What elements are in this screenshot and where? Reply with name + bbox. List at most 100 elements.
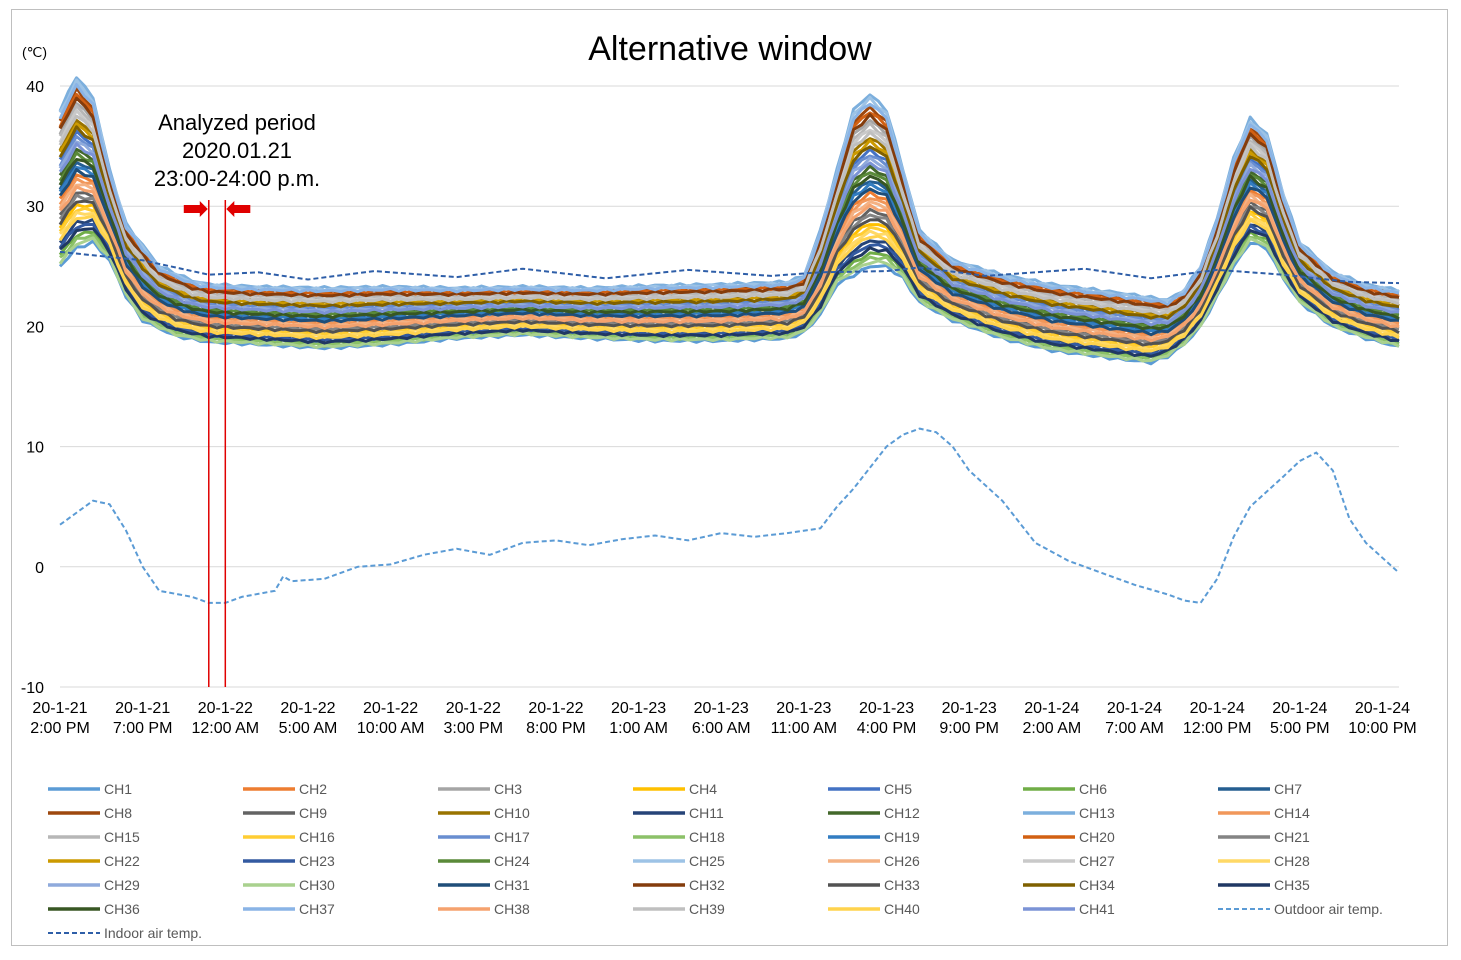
legend-label: CH10 (494, 805, 530, 821)
outdoor-air-temp-series (59, 427, 1400, 604)
y-axis-unit-label: (℃) (22, 44, 47, 60)
legend-item: CH25 (633, 853, 725, 869)
legend-label: CH40 (884, 901, 920, 917)
legend-item: CH15 (48, 829, 140, 845)
legend-item: CH33 (828, 877, 920, 893)
legend-item: CH31 (438, 877, 530, 893)
x-tick-label: 20-1-23 9:00 PM (939, 700, 999, 737)
legend-label: CH27 (1079, 853, 1115, 869)
legend-item: CH41 (1023, 901, 1115, 917)
legend-item: CH16 (243, 829, 335, 845)
legend-label: CH34 (1079, 877, 1115, 893)
x-tick-label: 20-1-22 3:00 PM (443, 700, 503, 737)
legend-item: CH27 (1023, 853, 1115, 869)
series-line-ch39 (58, 114, 1400, 316)
legend-label: CH30 (299, 877, 335, 893)
y-tick-label: -10 (21, 680, 44, 697)
x-tick-label: 20-1-24 5:00 PM (1270, 700, 1330, 737)
legend-item: CH4 (633, 781, 717, 797)
legend-label: CH41 (1079, 901, 1115, 917)
x-tick-label: 20-1-22 8:00 PM (526, 700, 586, 737)
legend-item: CH24 (438, 853, 530, 869)
legend-item: CH28 (1218, 853, 1310, 869)
legend-item: Indoor air temp. (48, 925, 202, 941)
legend-label: CH16 (299, 829, 335, 845)
x-tick-label: 20-1-23 11:00 AM (771, 700, 837, 737)
legend-label: Outdoor air temp. (1274, 901, 1383, 917)
series-line-outdoor-air-temp (59, 427, 1400, 604)
legend-label: CH20 (1079, 829, 1115, 845)
legend-label: CH35 (1274, 877, 1310, 893)
legend-label: CH4 (689, 781, 717, 797)
legend-label: CH12 (884, 805, 920, 821)
legend-item: CH9 (243, 805, 327, 821)
legend-label: Indoor air temp. (104, 925, 202, 941)
legend-label: CH25 (689, 853, 725, 869)
analyzed-period-annotation: Analyzed period 2020.01.21 23:00-24:00 p.m… (154, 110, 320, 687)
legend-item: CH1 (48, 781, 132, 797)
x-tick-label: 20-1-24 2:00 AM (1023, 700, 1082, 737)
legend-label: CH37 (299, 901, 335, 917)
legend-item: CH11 (633, 805, 724, 821)
y-tick-label: 20 (26, 319, 44, 336)
x-tick-label: 20-1-23 6:00 AM (692, 700, 751, 737)
series-line-ch34 (58, 125, 1400, 320)
legend-label: CH15 (104, 829, 140, 845)
series-line-indoor-air-temp (59, 250, 1400, 285)
legend-label: CH14 (1274, 805, 1310, 821)
legend-label: CH7 (1274, 781, 1302, 797)
left-arrow-icon (226, 201, 251, 217)
series-line-ch36 (58, 158, 1400, 331)
legend-item: CH39 (633, 901, 725, 917)
legend-item: CH34 (1023, 877, 1115, 893)
legend-item: CH17 (438, 829, 530, 845)
legend-item: CH10 (438, 805, 530, 821)
legend-label: CH18 (689, 829, 725, 845)
legend-label: CH31 (494, 877, 530, 893)
legend-item: CH12 (828, 805, 920, 821)
series-line-ch37 (58, 83, 1400, 306)
x-tick-label: 20-1-21 2:00 PM (30, 700, 90, 737)
legend-item: CH35 (1218, 877, 1310, 893)
series-line-ch33 (58, 199, 1400, 347)
x-tick-label: 20-1-21 7:00 PM (113, 700, 173, 737)
legend-label: CH38 (494, 901, 530, 917)
legend-label: CH36 (104, 901, 140, 917)
x-tick-label: 20-1-24 12:00 PM (1183, 700, 1251, 737)
series-line-ch35 (59, 227, 1400, 358)
legend-item: CH32 (633, 877, 725, 893)
legend-item: CH3 (438, 781, 522, 797)
legend-label: CH3 (494, 781, 522, 797)
legend-item: CH36 (48, 901, 140, 917)
legend-item: CH38 (438, 901, 530, 917)
legend-item: CH8 (48, 805, 132, 821)
legend-item: CH2 (243, 781, 327, 797)
legend-label: CH32 (689, 877, 725, 893)
legend-item: CH19 (828, 829, 920, 845)
legend-label: CH24 (494, 853, 530, 869)
legend-label: CH21 (1274, 829, 1310, 845)
legend-item: CH13 (1023, 805, 1115, 821)
series-line-ch31 (58, 168, 1400, 337)
legend-item: CH29 (48, 877, 140, 893)
indoor-air-temp-series (59, 250, 1400, 285)
x-tick-label: 20-1-23 1:00 AM (609, 700, 668, 737)
legend-label: CH19 (884, 829, 920, 845)
annotation-text-line: Analyzed period (158, 110, 316, 135)
y-tick-label: 10 (26, 440, 44, 457)
channel-series-group (58, 76, 1400, 366)
legend-label: CH26 (884, 853, 920, 869)
legend-item: CH18 (633, 829, 725, 845)
legend-label: CH28 (1274, 853, 1310, 869)
x-tick-label: 20-1-23 4:00 PM (857, 700, 917, 737)
series-line-ch41 (58, 142, 1400, 327)
legend-item: CH14 (1218, 805, 1310, 821)
x-tick-label: 20-1-24 7:00 AM (1105, 700, 1164, 737)
legend-item: CH22 (48, 853, 140, 869)
x-tick-label: 20-1-22 5:00 AM (279, 700, 338, 737)
legend-label: CH6 (1079, 781, 1107, 797)
legend-item: Outdoor air temp. (1218, 901, 1383, 917)
legend-label: CH2 (299, 781, 327, 797)
series-line-ch32 (58, 96, 1400, 309)
